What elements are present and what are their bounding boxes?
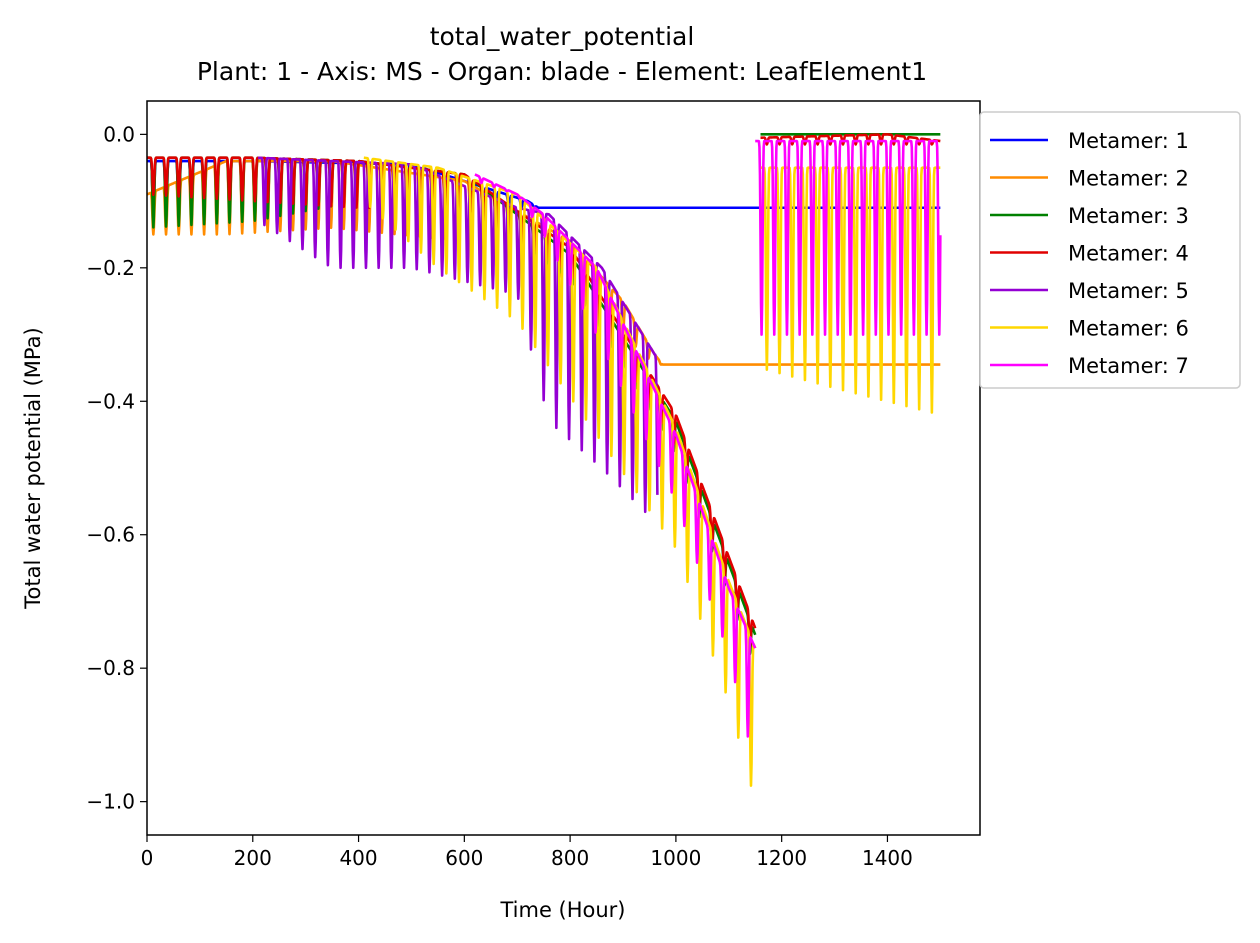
chart-subtitle: Plant: 1 - Axis: MS - Organ: blade - Ele… (197, 57, 927, 86)
x-tick-label: 1400 (862, 846, 913, 870)
y-tick-label: 0.0 (103, 122, 135, 146)
legend-label: Metamer: 1 (1068, 129, 1189, 153)
x-tick-label: 1200 (756, 846, 807, 870)
series-line-metamer-6 (363, 156, 757, 787)
legend-label: Metamer: 2 (1068, 167, 1189, 191)
x-tick-label: 600 (445, 846, 483, 870)
legend-label: Metamer: 3 (1068, 204, 1189, 228)
y-axis-label: Total water potential (MPa) (21, 327, 45, 609)
series-line-metamer-6 (759, 166, 942, 414)
series-line-metamer-4 (759, 133, 942, 146)
y-tick-label: −0.8 (86, 656, 135, 680)
legend-label: Metamer: 6 (1068, 317, 1189, 341)
y-tick-label: −0.6 (86, 523, 135, 547)
plot-frame (146, 100, 981, 836)
x-tick-label: 0 (141, 846, 154, 870)
x-tick-label: 400 (339, 846, 377, 870)
legend-label: Metamer: 7 (1068, 354, 1189, 378)
y-tick-label: −1.0 (86, 790, 135, 814)
x-tick-label: 200 (234, 846, 272, 870)
series-line-metamer-7 (754, 139, 942, 336)
x-axis: 0 200 400 600 800 1000 1200 1400 (141, 835, 913, 870)
legend: Metamer: 1 Metamer: 2 Metamer: 3 Metamer: 4… (979, 111, 1241, 389)
y-tick-label: −0.4 (86, 389, 135, 413)
chart-title: total_water_potential (430, 22, 695, 51)
legend-box (979, 111, 1241, 389)
x-tick-label: 800 (551, 846, 589, 870)
legend-label: Metamer: 4 (1068, 242, 1189, 266)
x-axis-label: Time (Hour) (499, 898, 625, 922)
x-tick-label: 1000 (650, 846, 701, 870)
series-layer (147, 133, 942, 787)
series-line-metamer-7 (474, 173, 757, 738)
y-axis: −1.0 −0.8 −0.6 −0.4 −0.2 0.0 (86, 122, 147, 814)
y-tick-label: −0.2 (86, 256, 135, 280)
legend-label: Metamer: 5 (1068, 279, 1189, 303)
